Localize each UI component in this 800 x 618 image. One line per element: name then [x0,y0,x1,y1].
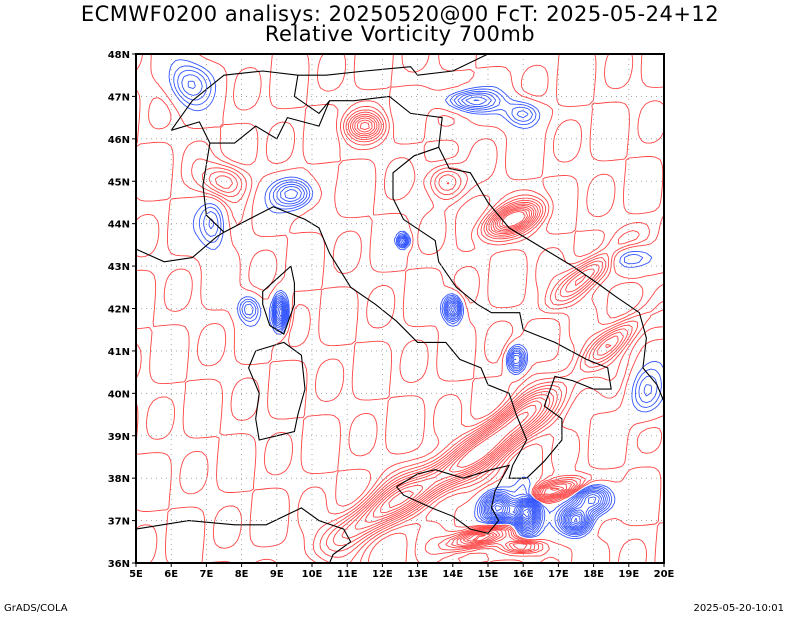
coastline-segment [171,121,211,144]
lon-tick-label: 9E [270,569,284,580]
lon-tick-label: 15E [478,569,499,580]
coastline-borders [136,54,664,563]
lat-tick-label: 44N [108,220,130,231]
coastline-segment [136,507,352,563]
vorticity-contour-line [168,59,664,540]
lon-tick-label: 19E [618,569,639,580]
lat-tick-label: 41N [108,347,130,358]
title-line-2: Relative Vorticity 700mb [264,22,536,46]
vorticity-contour-line [208,111,633,552]
vorticity-contour-line [275,303,597,529]
vorticity-contour-line [354,117,619,545]
map-frame [135,53,665,564]
vorticity-contour-line [356,119,612,543]
footer-software-credit: GrADS/COLA [4,603,68,614]
coastline-segment [248,341,306,441]
lon-tick-label: 6E [164,569,178,580]
coastline-segment [262,265,295,335]
lat-lon-grid [136,54,664,563]
vorticity-contour-line [280,312,581,525]
lon-tick-label: 18E [583,569,604,580]
vorticity-contour-line [388,211,529,508]
vorticity-contour-line [494,505,578,523]
lon-tick-label: 10E [302,569,323,580]
coastline-segment [136,231,225,263]
vorticity-contour-line [526,511,529,514]
lat-tick-label: 40N [108,389,130,400]
coastline-segment [293,75,331,115]
coastline-segment [223,146,612,479]
lon-tick-label: 11E [337,569,358,580]
lon-tick-label: 8E [235,569,249,580]
coastline-segment [396,464,511,534]
lat-tick-label: 46N [108,135,130,146]
lat-tick-label: 48N [108,50,130,61]
vorticity-contour-line [359,121,560,542]
lat-tick-label: 36N [108,559,130,570]
latitude-axis: 36N 37N 38N 39N 40N 41N 42N 43N 44N 45N 46N 47N 48N [108,50,136,570]
vorticity-contour-line [173,65,662,538]
vorticity-contour-line [522,508,530,518]
lon-tick-label: 14E [442,569,463,580]
vorticity-contour-line [274,99,603,531]
lon-tick-label: 12E [372,569,393,580]
lat-tick-label: 38N [108,474,130,485]
lat-tick-label: 45N [108,177,130,188]
lon-tick-label: 7E [200,569,214,580]
lat-tick-label: 39N [108,432,130,443]
lon-tick-label: 16E [513,569,534,580]
vorticity-contour-line [177,69,658,536]
title-line-1: ECMWF0200 analisys: 20250520@00 FcT: 202… [80,2,720,26]
coastline-segment [202,95,443,233]
coastline-segment [438,147,664,403]
longitude-axis: 5E 6E 7E 8E 9E 10E 11E 12E 13E 14E 15E 16E 17E 18E 19E… [129,563,675,580]
lon-tick-label: 13E [407,569,428,580]
coastline-segment [170,54,489,131]
vorticity-contour-line [191,105,664,563]
vorticity-contour-line [273,96,605,532]
lat-tick-label: 37N [108,517,130,528]
lat-tick-label: 42N [108,305,130,316]
vorticity-contour-line [136,54,664,563]
vorticity-contour-line [380,209,537,541]
lat-tick-label: 47N [108,92,130,103]
footer-timestamp: 2025-05-20-10:01 [693,603,784,614]
lon-tick-label: 20E [654,569,675,580]
lon-tick-label: 17E [548,569,569,580]
lat-tick-label: 43N [108,262,130,273]
vorticity-contour-line [521,506,532,520]
lon-tick-label: 5E [129,569,143,580]
vorticity-contour-line [187,80,606,533]
vorticity-contour-line [277,305,584,528]
vorticity-contour-line [136,54,664,563]
vorticity-contour-line [278,307,583,527]
vorticity-contour-field [136,54,664,563]
